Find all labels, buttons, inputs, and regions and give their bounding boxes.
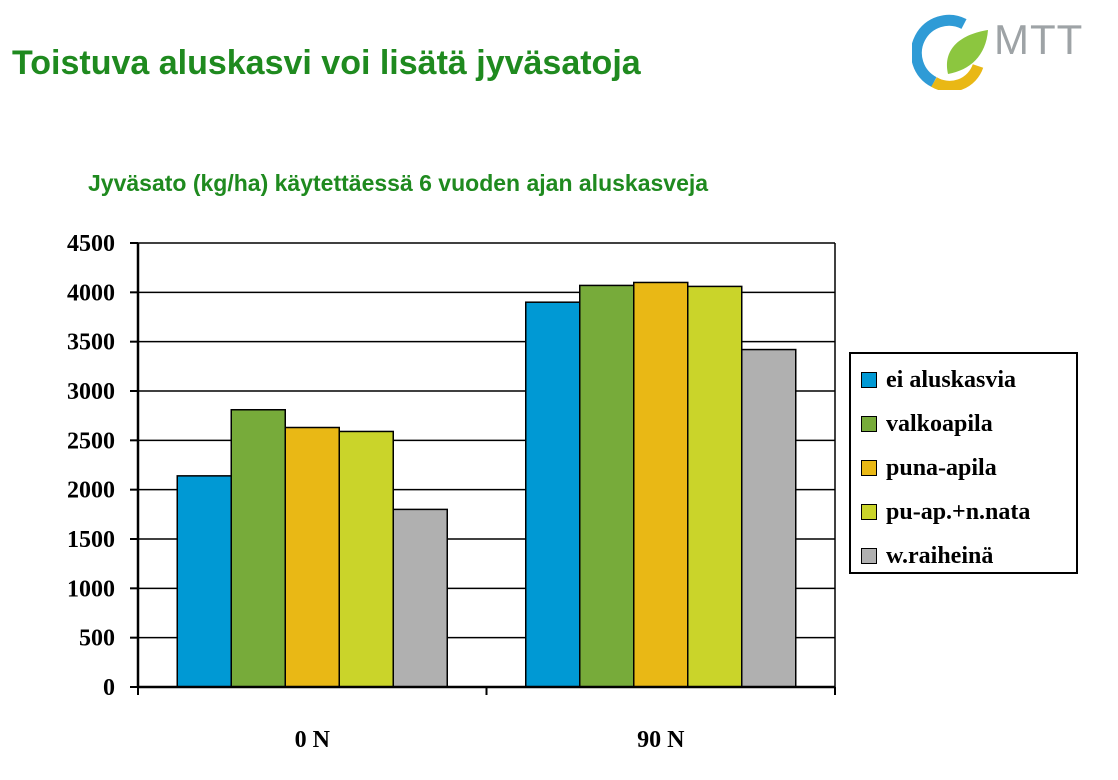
bar bbox=[284, 426, 340, 688]
y-tick-label: 500 bbox=[79, 626, 115, 652]
bar bbox=[741, 348, 797, 688]
y-tick-label: 4000 bbox=[67, 280, 115, 306]
legend-label: puna-apila bbox=[886, 454, 997, 481]
legend-item: puna-apila bbox=[861, 454, 997, 482]
legend: ei aluskasvia valkoapila puna-apila pu-ap.+… bbox=[849, 352, 1078, 574]
legend-swatch bbox=[861, 372, 877, 388]
legend-item: valkoapila bbox=[861, 410, 993, 438]
legend-swatch bbox=[861, 416, 877, 432]
x-category-label: 90 N bbox=[637, 727, 685, 753]
legend-label: pu-ap.+n.nata bbox=[886, 498, 1031, 525]
bar bbox=[176, 475, 232, 688]
y-tick-label: 3500 bbox=[67, 330, 115, 356]
logo-text: MTT bbox=[994, 16, 1084, 63]
bar bbox=[579, 284, 635, 688]
x-category-label: 0 N bbox=[295, 727, 331, 753]
bar bbox=[392, 508, 448, 688]
bar bbox=[525, 301, 581, 688]
legend-item: ei aluskasvia bbox=[861, 366, 1016, 394]
slide-title: Toistuva aluskasvi voi lisätä jyväsatoja bbox=[12, 44, 641, 82]
mtt-logo: MTT bbox=[910, 8, 1102, 92]
bar bbox=[230, 408, 286, 688]
legend-label: valkoapila bbox=[886, 410, 993, 437]
bar bbox=[338, 430, 394, 688]
legend-item: pu-ap.+n.nata bbox=[861, 498, 1030, 526]
legend-label: ei aluskasvia bbox=[886, 366, 1017, 393]
bar bbox=[687, 285, 743, 688]
y-tick-label: 2000 bbox=[67, 478, 115, 504]
legend-label: w.raiheinä bbox=[886, 542, 994, 569]
y-tick-label: 0 bbox=[103, 675, 115, 701]
legend-swatch bbox=[861, 548, 877, 564]
y-tick-label: 1500 bbox=[67, 527, 115, 553]
legend-swatch bbox=[861, 460, 877, 476]
y-tick-label: 3000 bbox=[67, 379, 115, 405]
y-tick-label: 1000 bbox=[67, 576, 115, 602]
mtt-logo-icon bbox=[910, 14, 988, 92]
y-tick-label: 2500 bbox=[67, 428, 115, 454]
legend-item: w.raiheinä bbox=[861, 542, 993, 570]
bar bbox=[633, 281, 689, 688]
y-tick-label: 4500 bbox=[67, 231, 115, 257]
chart-title: Jyväsato (kg/ha) käytettäessä 6 vuoden a… bbox=[88, 170, 709, 196]
legend-swatch bbox=[861, 504, 877, 520]
